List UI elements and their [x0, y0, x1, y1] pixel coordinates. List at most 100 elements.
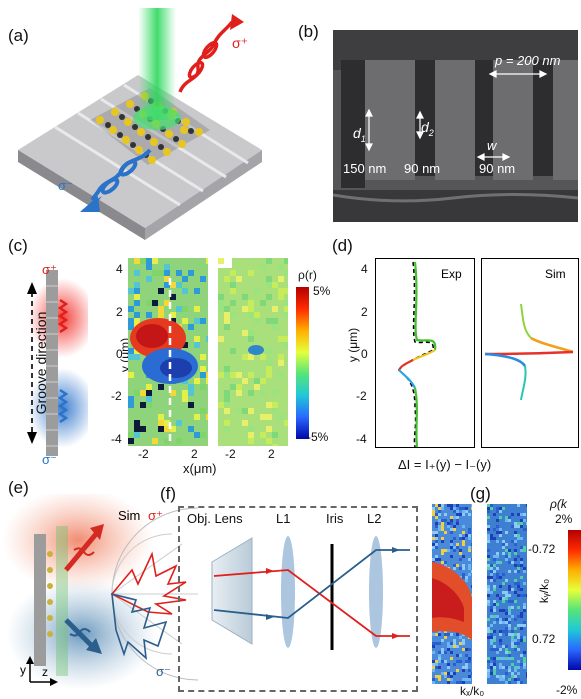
- noise-pixel: [170, 312, 176, 318]
- g-ytick-3: 0.72: [532, 632, 556, 646]
- panel-c-xlabel: x(μm): [183, 461, 217, 476]
- noise-pixel: [517, 606, 520, 609]
- kspace-map-sigma-minus: [487, 504, 527, 684]
- noise-pixel: [502, 666, 505, 669]
- noise-pixel: [487, 657, 490, 660]
- noise-pixel: [459, 642, 462, 645]
- noise-pixel: [284, 288, 288, 294]
- noise-pixel: [462, 678, 465, 681]
- noise-pixel: [230, 288, 236, 294]
- panel-d-label: (d): [332, 236, 353, 255]
- noise-pixel: [499, 633, 502, 636]
- lens-l1: [281, 536, 295, 648]
- noise-pixel: [432, 666, 435, 669]
- noise-pixel: [514, 522, 517, 525]
- noise-pixel: [194, 432, 200, 438]
- noise-pixel: [435, 540, 438, 543]
- noise-pixel: [502, 657, 505, 660]
- noise-pixel: [517, 582, 520, 585]
- noise-pixel: [514, 678, 517, 681]
- noise-pixel: [230, 282, 236, 288]
- panel-f-label: (f): [160, 484, 177, 503]
- noise-pixel: [471, 504, 472, 507]
- noise-pixel: [523, 639, 526, 642]
- noise-pixel: [128, 318, 134, 324]
- noise-pixel: [520, 627, 523, 630]
- noise-pixel: [517, 624, 520, 627]
- noise-pixel: [182, 306, 188, 312]
- noise-pixel: [468, 528, 471, 531]
- noise-pixel: [471, 543, 472, 546]
- noise-pixel: [441, 639, 444, 642]
- noise-pixel: [496, 576, 499, 579]
- noise-pixel: [266, 414, 272, 420]
- noise-pixel: [496, 540, 499, 543]
- noise-pixel: [459, 537, 462, 540]
- noise-pixel: [514, 564, 517, 567]
- noise-pixel: [523, 636, 526, 639]
- noise-pixel: [496, 510, 499, 513]
- noise-pixel: [520, 525, 523, 528]
- noise-pixel: [523, 663, 526, 666]
- noise-pixel: [435, 663, 438, 666]
- noise-pixel: [517, 588, 520, 591]
- noise-pixel: [152, 438, 158, 444]
- noise-pixel: [490, 669, 493, 672]
- noise-pixel: [266, 402, 272, 408]
- noise-pixel: [435, 558, 438, 561]
- noise-pixel: [158, 306, 164, 312]
- noise-pixel: [520, 588, 523, 591]
- noise-pixel: [505, 621, 508, 624]
- noise-pixel: [487, 528, 490, 531]
- noise-pixel: [248, 354, 254, 360]
- lens-l2: [369, 536, 383, 648]
- noise-pixel: [242, 420, 248, 426]
- noise-pixel: [278, 354, 284, 360]
- noise-pixel: [435, 546, 438, 549]
- noise-pixel: [248, 312, 254, 318]
- noise-pixel: [508, 519, 511, 522]
- noise-pixel: [284, 312, 288, 318]
- panel-b-label: (b): [298, 22, 319, 41]
- noise-pixel: [514, 531, 517, 534]
- noise-pixel: [188, 384, 194, 390]
- noise-pixel: [266, 372, 272, 378]
- noise-pixel: [465, 654, 468, 657]
- depth-label-3: 90 nm: [479, 161, 516, 176]
- noise-pixel: [462, 531, 465, 534]
- profile-exp-plot: Exp: [375, 258, 475, 448]
- noise-pixel: [508, 621, 511, 624]
- c-ytick-5: -4: [111, 432, 122, 446]
- noise-pixel: [254, 288, 260, 294]
- noise-pixel: [453, 528, 456, 531]
- noise-pixel: [128, 372, 134, 378]
- g-colorbar: [568, 530, 581, 670]
- noise-pixel: [490, 609, 493, 612]
- noise-pixel: [456, 564, 459, 567]
- noise-pixel: [146, 384, 152, 390]
- noise-pixel: [493, 672, 496, 675]
- noise-pixel: [134, 420, 140, 426]
- noise-pixel: [487, 672, 490, 675]
- noise-pixel: [456, 681, 459, 684]
- panel-c-sigma-minus: σ⁻: [42, 452, 57, 467]
- noise-pixel: [487, 576, 490, 579]
- noise-pixel: [435, 543, 438, 546]
- noise-pixel: [128, 438, 134, 444]
- noise-pixel: [462, 648, 465, 651]
- noise-pixel: [438, 666, 441, 669]
- noise-pixel: [511, 630, 514, 633]
- noise-pixel: [493, 528, 496, 531]
- noise-pixel: [502, 621, 505, 624]
- noise-pixel: [438, 657, 441, 660]
- noise-pixel: [487, 594, 490, 597]
- noise-pixel: [224, 318, 230, 324]
- noise-pixel: [266, 276, 272, 282]
- noise-pixel: [520, 558, 523, 561]
- noise-pixel: [453, 639, 456, 642]
- g-cbar-max: 2%: [555, 512, 573, 526]
- noise-pixel: [182, 276, 188, 282]
- noise-pixel: [230, 372, 236, 378]
- noise-pixel: [438, 558, 441, 561]
- noise-pixel: [254, 384, 260, 390]
